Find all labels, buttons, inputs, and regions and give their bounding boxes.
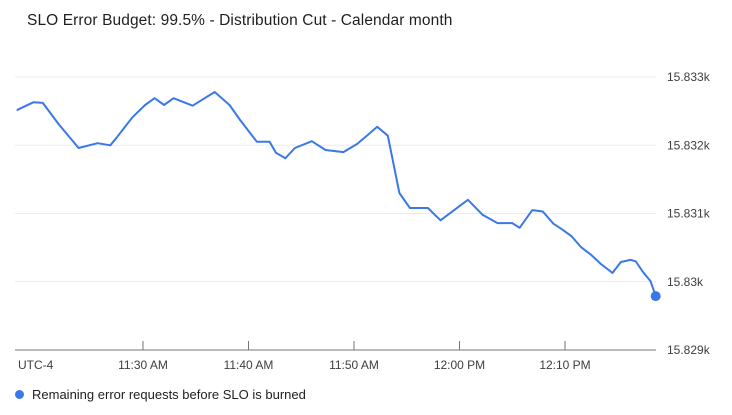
y-axis-tick-label: 15.833k <box>667 70 711 84</box>
legend-series-label: Remaining error requests before SLO is b… <box>32 386 306 402</box>
legend-series-dot-icon <box>15 389 24 399</box>
x-axis-tick-label: 11:40 AM <box>224 358 274 372</box>
series-line[interactable] <box>16 91 657 298</box>
y-axis-tick-label: 15.831k <box>667 207 711 221</box>
x-axis-tick-label: 12:00 PM <box>434 358 485 372</box>
legend-item[interactable]: Remaining error requests before SLO is b… <box>15 386 306 402</box>
x-axis-tick-label: 11:50 AM <box>329 358 379 372</box>
y-axis-tick-label: 15.829k <box>667 343 711 357</box>
chart-title: SLO Error Budget: 99.5% - Distribution C… <box>27 12 453 29</box>
x-axis-tick-label: 11:30 AM <box>118 358 168 372</box>
y-axis-tick-label: 15.83k <box>667 275 704 289</box>
y-axis-tick-label: 15.832k <box>667 138 711 152</box>
series-end-point-dot[interactable] <box>650 291 661 302</box>
timezone-label: UTC-4 <box>18 358 54 372</box>
x-axis-tick-label: 12:10 PM <box>539 358 590 372</box>
